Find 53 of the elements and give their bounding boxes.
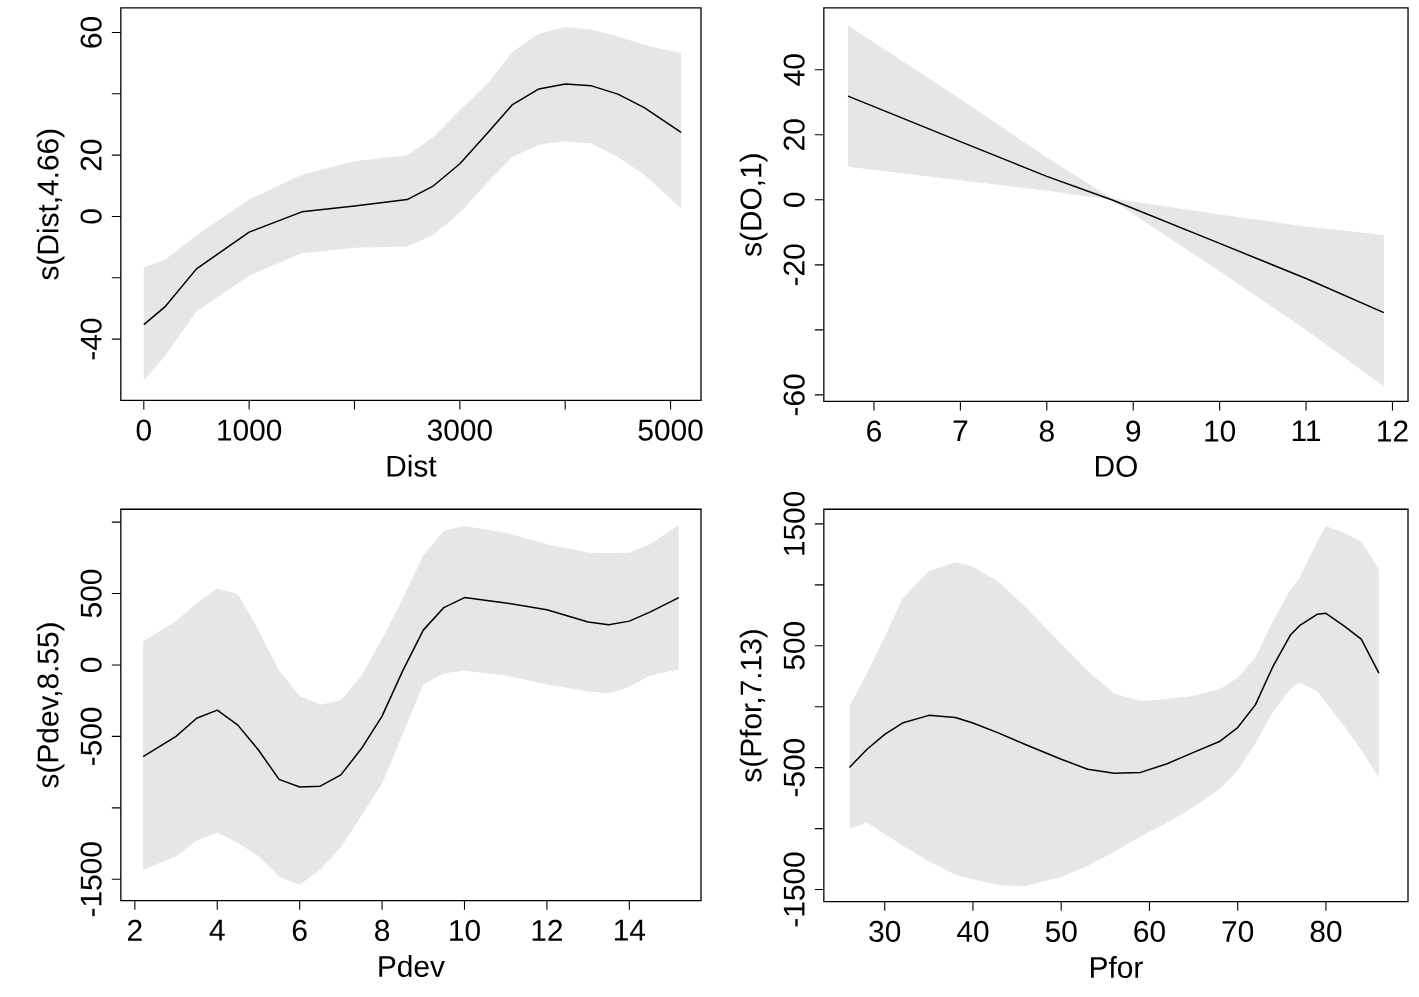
x-tick-label: 1000: [218, 419, 282, 441]
x-tick-label: 6: [867, 420, 881, 442]
x-axis-title: DO: [1096, 455, 1137, 478]
x-tick-label: 7: [953, 420, 968, 442]
y-tick-label: 40: [783, 54, 805, 86]
x-tick-label: 60: [1134, 921, 1165, 943]
x-tick-label: 30: [869, 921, 901, 943]
x-tick-label: 8: [375, 920, 390, 942]
x-tick-label: 10: [1205, 420, 1236, 442]
x-axis-title: Dist: [387, 454, 437, 477]
x-tick-label: 40: [957, 921, 989, 943]
y-tick-label: -40: [80, 318, 102, 360]
y-tick-label: 0: [783, 192, 805, 208]
x-tick-label: 10: [450, 920, 480, 942]
x-tick-label: 6: [292, 920, 307, 942]
y-tick-label: -1500: [80, 842, 102, 917]
x-tick-label: 5000: [638, 419, 703, 441]
y-tick-label: 20: [80, 139, 102, 171]
x-tick-label: 9: [1126, 420, 1141, 442]
x-axis-title: Pfor: [1091, 956, 1143, 979]
y-axis-title: s(DO,1): [739, 154, 768, 257]
y-tick-label: 20: [783, 119, 805, 151]
x-axis-title: Pdev: [379, 955, 445, 978]
line-series: [142, 597, 680, 788]
y-tick-label: 1500: [783, 492, 805, 556]
x-tick-label: 50: [1045, 921, 1077, 943]
x-tick-label: 3000: [427, 419, 492, 441]
line-series: [143, 83, 682, 326]
x-tick-label: 80: [1310, 921, 1342, 943]
y-tick-label: -1500: [783, 852, 805, 927]
x-tick-label: 8: [1039, 420, 1054, 442]
y-tick-label: 500: [80, 570, 102, 618]
line-series: [848, 612, 1380, 775]
x-tick-label: 12: [1378, 420, 1408, 442]
x-tick-label: 0: [136, 419, 151, 441]
y-tick-label: -20: [783, 244, 805, 286]
y-axis-title: s(Pdev,8.55): [36, 623, 65, 788]
x-tick-label: 4: [209, 920, 225, 941]
line-series: [847, 95, 1385, 314]
y-tick-label: 60: [80, 17, 102, 48]
x-tick-label: 2: [128, 920, 142, 941]
y-tick-label: 0: [80, 209, 102, 224]
x-tick-label: 11: [1292, 420, 1321, 442]
y-tick-label: 500: [783, 622, 805, 670]
y-axis-title: s(Dist,4.66): [36, 129, 65, 280]
y-tick-label: -500: [80, 707, 102, 766]
x-tick-label: 70: [1222, 921, 1254, 943]
x-tick-label: 14: [615, 920, 646, 941]
y-axis-title: s(Pfor,7.13): [739, 630, 768, 782]
y-tick-label: -500: [783, 739, 805, 797]
y-tick-label: -60: [783, 374, 805, 416]
y-tick-label: 0: [80, 658, 102, 673]
x-tick-label: 12: [532, 920, 562, 941]
